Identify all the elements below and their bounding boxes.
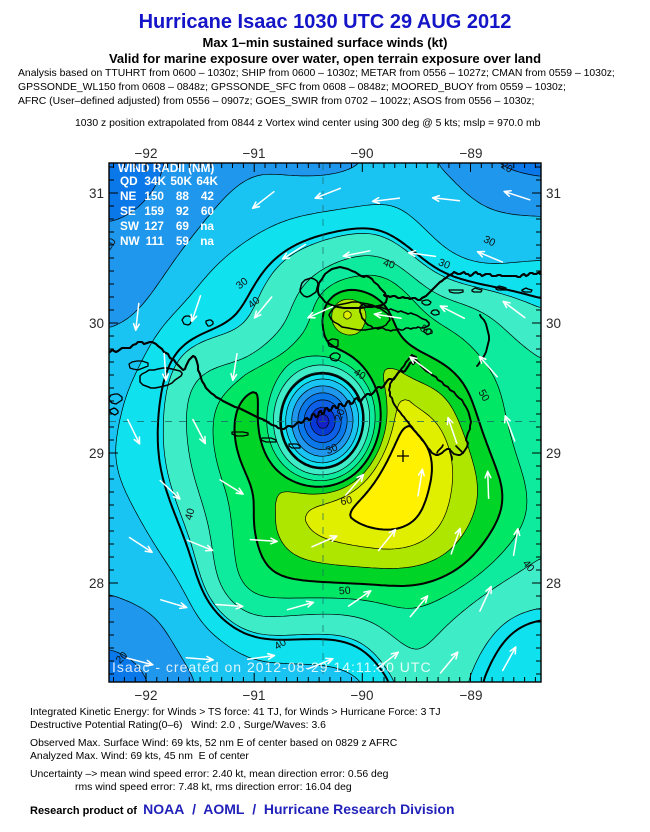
svg-text:29: 29 (89, 446, 104, 461)
svg-text:20: 20 (102, 236, 119, 253)
svg-text:92: 92 (176, 204, 190, 218)
svg-text:Isaac - created on 2012-08-29: Isaac - created on 2012-08-29 14:11:30 U… (112, 659, 432, 675)
svg-text:31: 31 (546, 186, 561, 201)
svg-text:60: 60 (201, 204, 215, 218)
svg-text:30: 30 (481, 233, 497, 249)
svg-text:69: 69 (176, 219, 190, 233)
svg-text:−90: −90 (351, 146, 374, 161)
svg-text:40: 40 (272, 636, 288, 652)
svg-text:20: 20 (333, 407, 348, 422)
svg-text:SW: SW (120, 219, 140, 233)
svg-text:−92: −92 (135, 688, 158, 703)
svg-text:−89: −89 (460, 146, 483, 161)
svg-text:111: 111 (146, 234, 165, 248)
svg-text:30: 30 (436, 256, 451, 272)
svg-text:na: na (200, 219, 214, 233)
svg-text:50K: 50K (170, 174, 192, 188)
svg-text:−90: −90 (351, 688, 374, 703)
svg-text:59: 59 (176, 234, 190, 248)
svg-text:30: 30 (546, 316, 561, 331)
svg-text:na: na (200, 234, 214, 248)
svg-text:SE: SE (120, 204, 136, 218)
svg-text:−89: −89 (460, 688, 483, 703)
svg-text:34K: 34K (144, 174, 166, 188)
svg-text:28: 28 (546, 576, 561, 591)
svg-text:88: 88 (176, 189, 190, 203)
svg-text:50: 50 (339, 585, 352, 598)
svg-text:40: 40 (183, 507, 198, 522)
svg-text:40: 40 (382, 257, 397, 272)
svg-text:127: 127 (144, 219, 164, 233)
svg-text:40: 40 (351, 366, 367, 382)
svg-text:60: 60 (339, 494, 353, 508)
svg-text:30: 30 (89, 316, 104, 331)
svg-text:150: 150 (144, 189, 164, 203)
svg-text:30: 30 (324, 441, 339, 457)
svg-text:−91: −91 (243, 146, 266, 161)
svg-text:NW: NW (120, 234, 141, 248)
svg-text:42: 42 (201, 189, 215, 203)
svg-text:50: 50 (475, 387, 491, 403)
svg-text:64K: 64K (196, 174, 218, 188)
svg-text:31: 31 (89, 186, 104, 201)
svg-text:WIND RADII (NM): WIND RADII (NM) (118, 161, 214, 175)
svg-text:QD: QD (120, 174, 138, 188)
svg-text:159: 159 (144, 204, 164, 218)
svg-text:−92: −92 (135, 146, 158, 161)
svg-text:28: 28 (89, 576, 104, 591)
svg-text:−91: −91 (243, 688, 266, 703)
svg-text:29: 29 (546, 446, 561, 461)
svg-text:NE: NE (120, 189, 137, 203)
